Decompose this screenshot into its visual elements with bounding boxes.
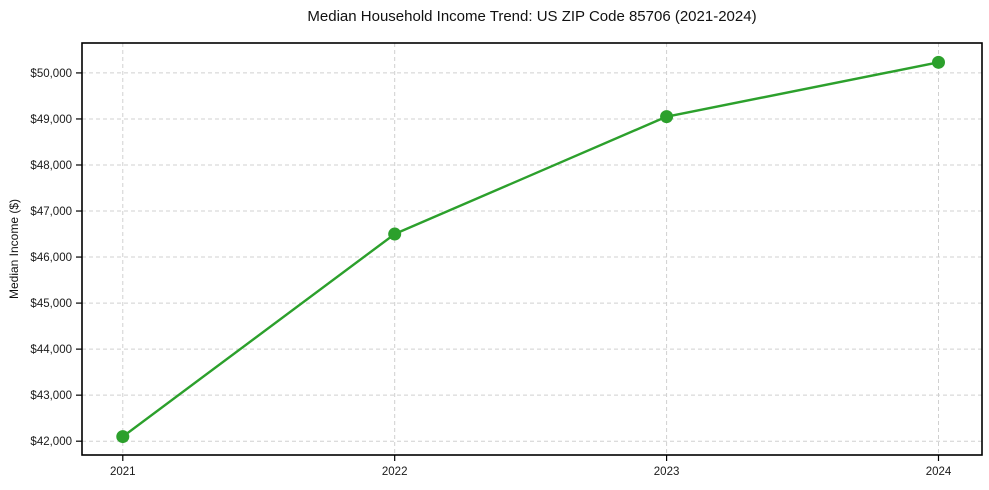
y-tick-label: $43,000 <box>30 390 72 402</box>
trend-line <box>121 61 940 438</box>
y-tick-label: $50,000 <box>30 68 72 80</box>
y-tick-label: $48,000 <box>30 160 72 172</box>
x-tick-label: 2021 <box>110 466 136 478</box>
y-tick-label: $44,000 <box>30 344 72 356</box>
plot-area <box>82 43 982 455</box>
data-point-2023 <box>660 110 674 124</box>
y-tick-label: $45,000 <box>30 298 72 310</box>
data-point-2024 <box>931 55 945 69</box>
chart-title: Median Household Income Trend: US ZIP Co… <box>307 8 757 25</box>
x-tick-label: 2023 <box>654 466 680 478</box>
data-point-2021 <box>116 430 130 444</box>
y-tick-label: $49,000 <box>30 114 72 126</box>
y-tick-label: $47,000 <box>30 206 72 218</box>
y-tick-label: $46,000 <box>30 252 72 264</box>
plot-frame <box>81 42 983 456</box>
x-tick-label: 2022 <box>382 466 408 478</box>
data-point-2022 <box>388 227 402 241</box>
y-tick-label: $42,000 <box>30 436 72 448</box>
x-tick-label: 2024 <box>926 466 952 478</box>
